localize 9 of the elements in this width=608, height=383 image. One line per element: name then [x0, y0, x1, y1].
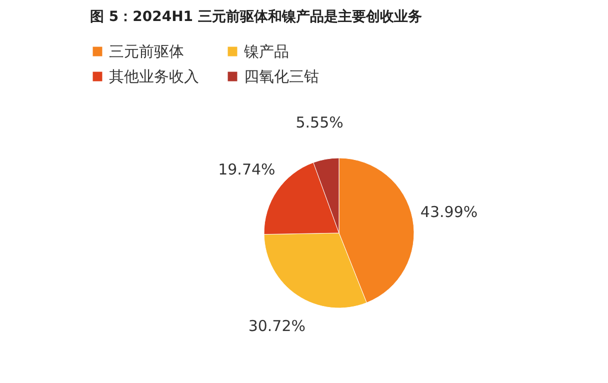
legend-label: 三元前驱体 [109, 42, 184, 61]
data-label: 5.55% [296, 114, 344, 132]
data-label: 19.74% [218, 160, 276, 179]
data-label: 43.99% [420, 202, 478, 221]
legend-label: 四氧化三钴 [244, 68, 319, 86]
chart-title: 图 5：2024H1 三元前驱体和镍产品是主要创收业务 [90, 8, 422, 25]
data-label: 30.72% [248, 317, 306, 336]
legend-label: 镍产品 [243, 42, 289, 61]
legend-label: 其他业务收入 [109, 68, 199, 86]
